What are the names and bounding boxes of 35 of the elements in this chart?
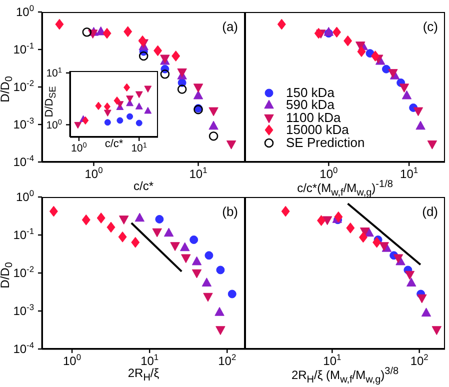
x-tick-label: 10$^{1}$ — [323, 352, 342, 368]
y-tick-label: 10$^{-3}$ — [13, 116, 34, 132]
legend-label: 150 kDa — [286, 84, 334, 100]
y-tick-label: 10$^{-4}$ — [13, 153, 34, 170]
x-axis-title: 2R$_{H}$/ξ — [126, 366, 160, 384]
x-axis-title: c/c*(M$_{w,f}$/M$_{w,g}$)$^{-1/8}$ — [296, 178, 394, 198]
plot-frame: (b) — [42, 197, 245, 349]
x-tick-label: 10$^{1}$ — [140, 352, 159, 368]
x-axis-title: c/c* — [104, 138, 124, 150]
plot-frame: (d) — [245, 197, 445, 349]
legend-label: 1100 kDa — [286, 110, 341, 125]
y-tick-label: 10$^{-2}$ — [13, 264, 34, 280]
y-tick-label: 10$^{-3}$ — [13, 302, 34, 318]
x-tick-label: 10$^{0}$ — [63, 352, 82, 368]
annotation: (b) — [222, 204, 238, 219]
y-tick-label: 10$^{-1}$ — [13, 40, 34, 57]
legend-label: SE Prediction — [286, 134, 365, 150]
x-axis-title: 2R$_{H}$/ξ (M$_{w,f}$/M$_{w,g}$)$^{3/8}$ — [290, 366, 400, 386]
legend-label: 15000 kDa — [286, 122, 349, 138]
x-tick-label: 10$^{0}$ — [320, 165, 338, 181]
x-axis-title: c/c* — [132, 178, 154, 193]
x-tick-label: 10$^{1}$ — [189, 165, 208, 181]
annotation: (a) — [222, 19, 238, 34]
x-tick-label: 10$^{0}$ — [84, 165, 104, 181]
annotation: (c) — [422, 19, 438, 34]
legend-label: 590 kDa — [286, 97, 334, 112]
annotation: (d) — [422, 204, 438, 219]
y-tick-label: 10$^{0}$ — [16, 188, 34, 204]
y-tick-label: 10$^{0}$ — [16, 3, 34, 20]
y-tick-label: 10$^{-2}$ — [13, 78, 34, 94]
x-tick-label: 10$^{1}$ — [400, 165, 418, 181]
x-tick-label: 10$^{2}$ — [410, 352, 429, 368]
y-tick-label: 10$^{-1}$ — [13, 226, 34, 242]
x-tick-label: 10$^{2}$ — [218, 352, 236, 368]
y-tick-label: 10$^{-4}$ — [13, 340, 34, 356]
